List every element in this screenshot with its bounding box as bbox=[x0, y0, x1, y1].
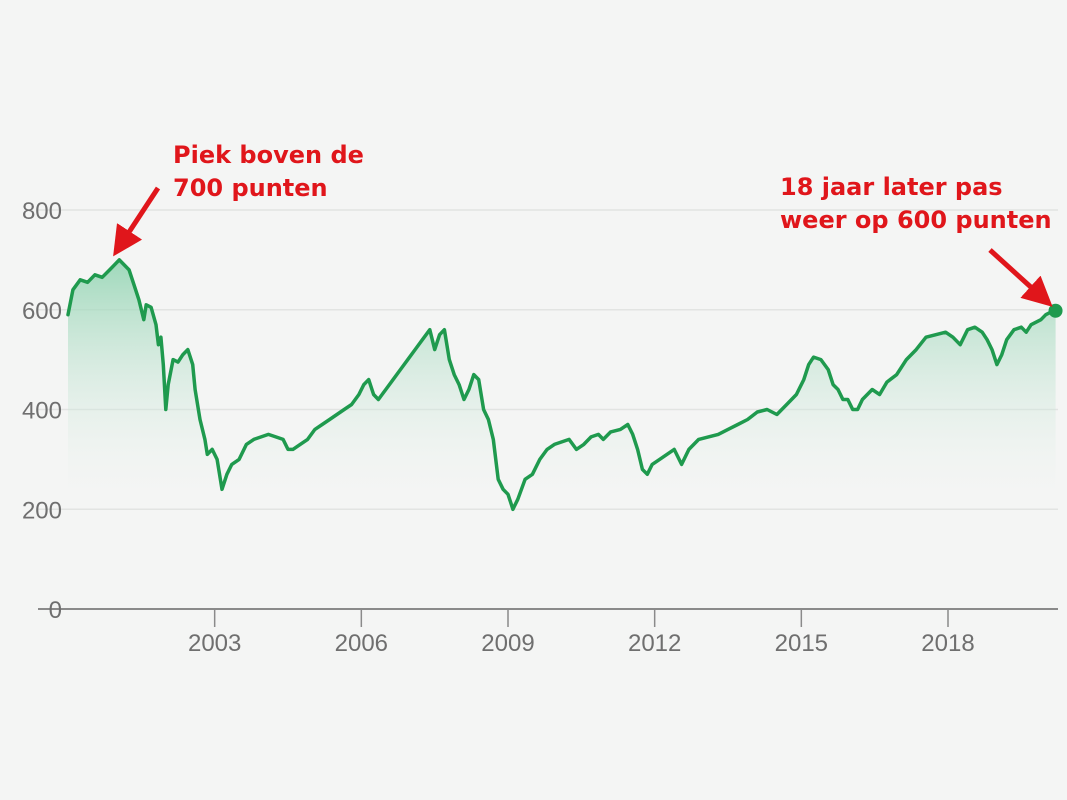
y-tick-label: 0 bbox=[49, 597, 62, 624]
x-tick-label: 2012 bbox=[628, 630, 681, 657]
y-tick-label: 400 bbox=[22, 398, 62, 425]
annotation-recovery-arrow bbox=[988, 248, 1053, 307]
x-tick-label: 2003 bbox=[188, 630, 241, 657]
area-fill bbox=[68, 259, 1056, 510]
annotation-recovery-line: weer op 600 punten bbox=[780, 206, 1052, 234]
series-line bbox=[66, 258, 1063, 512]
series-line-path bbox=[66, 258, 1058, 512]
x-tick-label: 2015 bbox=[775, 630, 828, 657]
area-fill-path bbox=[68, 259, 1056, 510]
annotation-peak-arrow bbox=[113, 186, 161, 257]
y-tick-label: 600 bbox=[22, 298, 62, 325]
x-tick-label: 2006 bbox=[335, 630, 388, 657]
axes bbox=[38, 608, 1058, 627]
last-value-point bbox=[1048, 303, 1063, 318]
x-tick-label: 2009 bbox=[481, 630, 534, 657]
y-tick-label: 200 bbox=[22, 497, 62, 524]
y-tick-label: 800 bbox=[22, 198, 62, 225]
x-tick-label: 2018 bbox=[921, 630, 974, 657]
annotation-peak-line: 700 punten bbox=[173, 174, 328, 202]
annotation-recovery-line: 18 jaar later pas bbox=[780, 173, 1003, 201]
annotation-peak-line: Piek boven de bbox=[173, 141, 364, 169]
annotations: Piek boven de 700 punten 18 jaar later pas… bbox=[113, 141, 1053, 307]
annotation-recovery-text: 18 jaar later pas weer op 600 punten bbox=[780, 173, 1052, 234]
tick-labels: 0 200 400 600 800 2003 2006 2009 2012 2015 2018 bbox=[22, 198, 975, 657]
annotation-peak-text: Piek boven de 700 punten bbox=[173, 141, 364, 202]
